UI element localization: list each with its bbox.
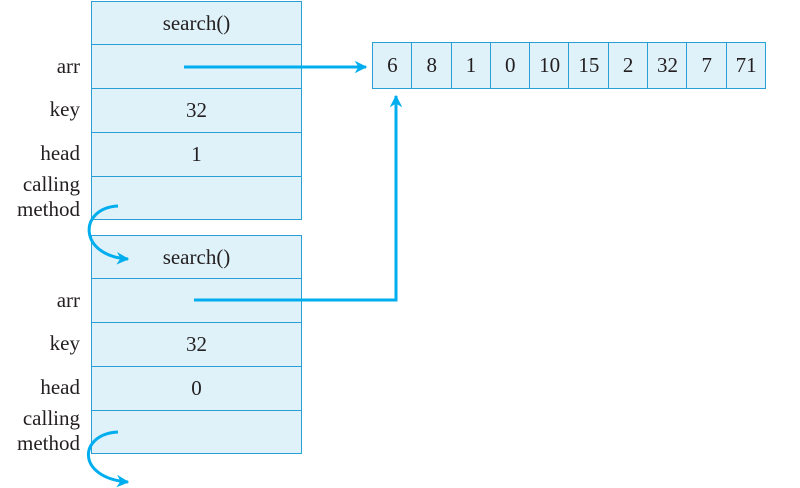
frame-1-head-label: head — [40, 141, 80, 165]
array-cell-1: 8 — [411, 42, 453, 89]
frame-1-title: search() — [91, 1, 302, 45]
frame-2-key-cell: 32 — [91, 322, 302, 367]
array-cell-7: 32 — [647, 42, 688, 89]
frame-2-head-cell: 0 — [91, 366, 302, 411]
array-cell-6: 2 — [607, 42, 649, 89]
frame-1-head-cell: 1 — [91, 132, 302, 177]
array-cell-0: 6 — [372, 42, 413, 89]
frame-1-key-cell: 32 — [91, 88, 302, 133]
frame-2-head-value: 0 — [191, 376, 202, 400]
array-cell-4: 10 — [529, 42, 570, 89]
frame-1-key-label: key — [49, 97, 80, 121]
frame-2-arr-label: arr — [56, 288, 80, 312]
frame-2-calling-label: calling — [22, 406, 80, 430]
frame-1-key-value: 32 — [186, 98, 207, 122]
frame-1-calling-label: calling — [22, 172, 80, 196]
frame-1-arr-cell — [91, 44, 302, 89]
frame-2-key-value: 32 — [186, 332, 207, 356]
frame-1-head-value: 1 — [191, 142, 202, 166]
array-cell-5: 15 — [568, 42, 610, 89]
frame-1-arr-label: arr — [56, 54, 80, 78]
frame-2-key-label: key — [49, 331, 80, 355]
frame-2-title: search() — [91, 235, 302, 279]
array-box: 6 8 1 0 10 15 2 32 7 71 — [372, 42, 767, 89]
frame-2-arr-cell — [91, 278, 302, 323]
frame-1-method-label: method — [17, 197, 80, 221]
frame-2-title-text: search() — [162, 244, 231, 269]
frame-1-title-text: search() — [162, 10, 231, 35]
array-cell-9: 71 — [725, 42, 767, 89]
frame-1-calling-method-cell — [91, 176, 302, 220]
frame-2-method-label: method — [17, 431, 80, 455]
frame-2-head-label: head — [40, 375, 80, 399]
array-cell-8: 7 — [686, 42, 728, 89]
array-cell-3: 0 — [489, 42, 531, 89]
array-cell-2: 1 — [450, 42, 492, 89]
frame-2-calling-method-cell — [91, 410, 302, 454]
